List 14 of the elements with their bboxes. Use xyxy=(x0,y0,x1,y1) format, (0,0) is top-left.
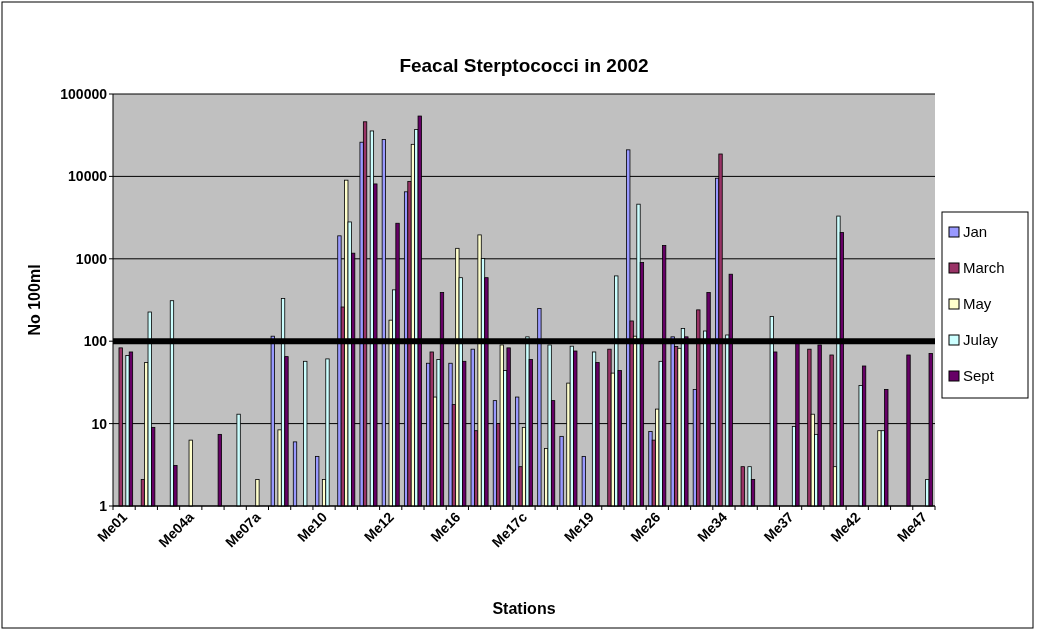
y-tick-label: 1 xyxy=(99,497,108,514)
x-axis-title: Stations xyxy=(492,600,556,617)
chart-title: Feacal Sterptococci in 2002 xyxy=(399,55,649,76)
y-tick-label: 1000 xyxy=(75,250,108,267)
legend-label: Jan xyxy=(963,223,988,241)
legend-label: Sept xyxy=(963,367,995,385)
legend-label: Julay xyxy=(963,331,999,349)
y-tick-label: 10000 xyxy=(68,168,108,185)
y-tick-label: 100 xyxy=(83,333,108,350)
y-tick-label: 10 xyxy=(91,415,108,432)
y-tick-label: 100000 xyxy=(60,85,108,102)
legend-label: March xyxy=(963,259,1005,277)
y-axis-title: No 100ml xyxy=(26,264,43,336)
legend-label: May xyxy=(963,295,992,313)
